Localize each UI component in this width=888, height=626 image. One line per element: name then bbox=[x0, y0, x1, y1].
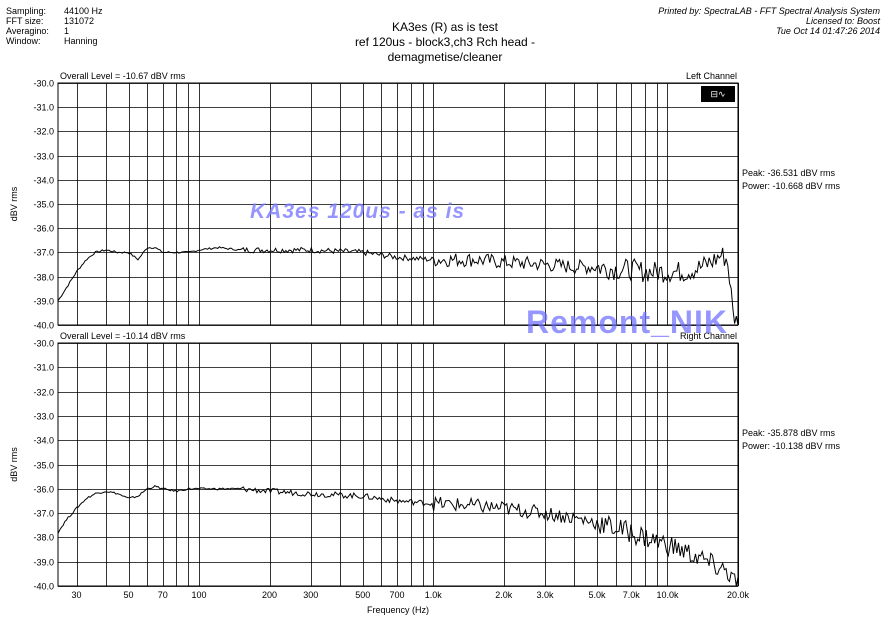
x-tick-label: 7.0k bbox=[623, 590, 641, 600]
printed-by-block: Printed by: SpectraLAB - FFT Spectral An… bbox=[658, 6, 880, 36]
y-tick-label: -36.0 bbox=[33, 224, 54, 234]
x-tick-label: 700 bbox=[389, 590, 404, 600]
window-value: Hanning bbox=[64, 36, 98, 46]
overall-level: Overall Level = -10.14 dBV rms bbox=[60, 331, 186, 341]
y-tick-label: -37.0 bbox=[33, 248, 54, 258]
x-tick-label: 300 bbox=[303, 590, 318, 600]
x-tick-label: 500 bbox=[355, 590, 370, 600]
x-tick-label: 2.0k bbox=[495, 590, 513, 600]
y-tick-label: -33.0 bbox=[33, 152, 54, 162]
channel-label: Right Channel bbox=[680, 331, 737, 341]
y-tick-label: -34.0 bbox=[33, 436, 54, 446]
x-tick-label: 50 bbox=[124, 590, 134, 600]
right-peak: Peak: -35.878 dBV rms bbox=[742, 428, 836, 438]
x-tick-label: 30 bbox=[72, 590, 82, 600]
y-tick-label: -31.0 bbox=[33, 363, 54, 373]
channel-label: Left Channel bbox=[686, 71, 737, 81]
plot-frame bbox=[57, 82, 739, 326]
chart-subtitle: ref 120us - block3,ch3 Rch head -demagme… bbox=[354, 35, 536, 64]
y-tick-label: -37.0 bbox=[33, 509, 54, 519]
y-tick-label: -38.0 bbox=[33, 273, 54, 283]
window-label: Window: bbox=[6, 36, 41, 46]
y-tick-label: -30.0 bbox=[33, 79, 54, 89]
spectrum-trace bbox=[57, 484, 739, 587]
plot-frame bbox=[57, 342, 739, 587]
x-axis-label: Frequency (Hz) bbox=[367, 605, 429, 615]
chart-title: KA3es (R) as is test bbox=[391, 20, 499, 34]
fft-size-label: FFT size: bbox=[6, 16, 44, 26]
x-tick-label: 200 bbox=[262, 590, 277, 600]
y-tick-label: -32.0 bbox=[33, 388, 54, 398]
y-tick-label: -38.0 bbox=[33, 533, 54, 543]
x-tick-label: 3.0k bbox=[537, 590, 555, 600]
x-tick-label: 1.0k bbox=[425, 590, 443, 600]
settings-labels: Sampling: FFT size: Averagino: Window: bbox=[6, 6, 49, 46]
y-tick-label: -34.0 bbox=[33, 176, 54, 186]
y-tick-label: -40.0 bbox=[33, 321, 54, 331]
averaging-value: 1 bbox=[64, 26, 70, 36]
y-axis-label: dBV rms bbox=[9, 186, 19, 221]
x-tick-label: 20.0k bbox=[727, 590, 750, 600]
print-datetime: Tue Oct 14 01:47:26 2014 bbox=[776, 26, 880, 36]
licensed-to: Licensed to: Boost bbox=[805, 16, 880, 26]
x-tick-label: 70 bbox=[158, 590, 168, 600]
y-tick-label: -35.0 bbox=[33, 200, 54, 210]
overall-level: Overall Level = -10.67 dBV rms bbox=[60, 71, 186, 81]
spectrum-trace bbox=[57, 246, 739, 326]
left-peak: Peak: -36.531 dBV rms bbox=[742, 168, 836, 178]
y-tick-label: -30.0 bbox=[33, 339, 54, 349]
averaging-label: Averagino: bbox=[6, 26, 49, 36]
right-power: Power: -10.138 dBV rms bbox=[742, 441, 841, 451]
watermark-bottom: Remont_NIK bbox=[526, 304, 729, 340]
y-axis-label: dBV rms bbox=[9, 447, 19, 482]
x-tick-label: 10.0k bbox=[656, 590, 679, 600]
settings-values: 44100 Hz 131072 1 Hanning bbox=[64, 6, 103, 46]
x-tick-label: 5.0k bbox=[588, 590, 606, 600]
fft-size-value: 131072 bbox=[64, 16, 95, 26]
y-tick-label: -36.0 bbox=[33, 485, 54, 495]
spectrum-icon[interactable]: ⊟∿ bbox=[701, 86, 735, 102]
y-tick-label: -39.0 bbox=[33, 297, 54, 307]
y-tick-label: -33.0 bbox=[33, 412, 54, 422]
sampling-value: 44100 Hz bbox=[64, 6, 103, 16]
watermark-top: KA3es 120us - as is bbox=[250, 200, 466, 223]
sampling-label: Sampling: bbox=[6, 6, 47, 16]
y-tick-label: -31.0 bbox=[33, 103, 54, 113]
printed-by: Printed by: SpectraLAB - FFT Spectral An… bbox=[658, 6, 880, 16]
y-tick-label: -35.0 bbox=[33, 461, 54, 471]
y-tick-label: -39.0 bbox=[33, 558, 54, 568]
y-tick-label: -40.0 bbox=[33, 582, 54, 592]
y-tick-label: -32.0 bbox=[33, 127, 54, 137]
x-tick-label: 100 bbox=[192, 590, 207, 600]
left-power: Power: -10.668 dBV rms bbox=[742, 181, 841, 191]
